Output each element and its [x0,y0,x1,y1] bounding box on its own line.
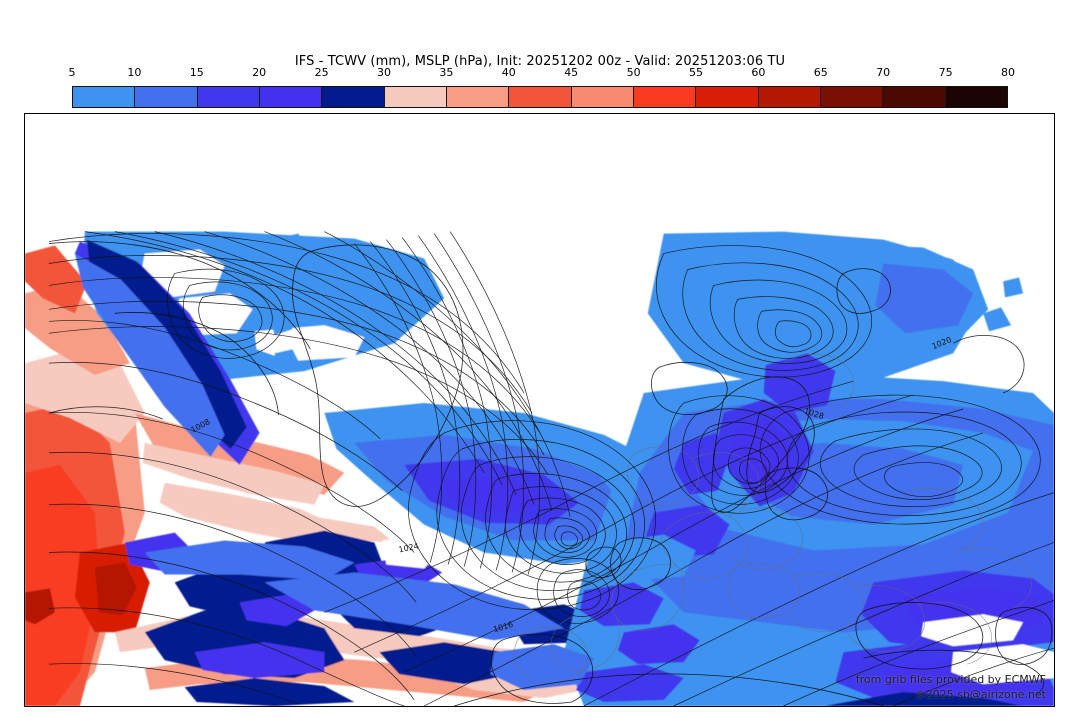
colorbar-band-60-65 [758,87,821,107]
colorbar-band-75-80 [945,87,1007,107]
credits-source: from grib files provided by ECMWF [855,673,1046,686]
colorbar-tick-60: 60 [751,66,766,79]
colorbar [72,86,1008,108]
colorbar-band-45-50 [571,87,634,107]
credits: from grib files provided by ECMWF ©2025 … [856,672,1046,702]
colorbar-band-55-60 [696,87,759,107]
colorbar-tick-30: 30 [376,66,391,79]
colorbar-band-50-55 [633,87,697,107]
colorbar-tick-75: 75 [938,66,953,79]
colorbar-band-30-35 [384,87,447,107]
colorbar-tick-35: 35 [439,66,454,79]
colorbar-band-70-75 [883,87,946,107]
isobar-label: 1024 [398,541,420,554]
colorbar-band-5-10 [73,87,136,107]
colorbar-band-25-30 [322,87,385,107]
colorbar-tick-25: 25 [314,66,329,79]
colorbar-tick-70: 70 [876,66,891,79]
credits-copyright: ©2025 sb@airizone.net [914,688,1046,701]
colorbar-band-65-70 [820,87,884,107]
colorbar-tick-65: 65 [813,66,828,79]
colorbar-band-40-45 [509,87,572,107]
colorbar-tick-10: 10 [127,66,142,79]
colorbar-band-10-15 [135,87,198,107]
colorbar-tick-45: 45 [564,66,579,79]
colorbar-tick-15: 15 [189,66,204,79]
map-svg: 1008 1024 1028 1020 1016 [25,114,1054,706]
map-panel[interactable]: 1008 1024 1028 1020 1016 from grib files… [24,113,1055,707]
map-canvas: 1008 1024 1028 1020 1016 [25,114,1054,706]
colorbar-tick-50: 50 [626,66,641,79]
colorbar-tick-40: 40 [501,66,516,79]
colorbar-tick-labels: 5 10 15 20 25 30 35 40 45 50 55 60 65 70 75 80 [68,66,1016,82]
colorbar-tick-5: 5 [68,66,76,79]
colorbar-bands [72,86,1008,108]
colorbar-tick-55: 55 [688,66,703,79]
page-title: IFS - TCWV (mm), MSLP (hPa), Init: 20251… [294,54,786,69]
colorbar-band-20-25 [259,87,323,107]
colorbar-band-35-40 [446,87,510,107]
colorbar-band-15-20 [197,87,260,107]
colorbar-tick-80: 80 [1001,66,1015,79]
colorbar-tick-20: 20 [252,66,267,79]
